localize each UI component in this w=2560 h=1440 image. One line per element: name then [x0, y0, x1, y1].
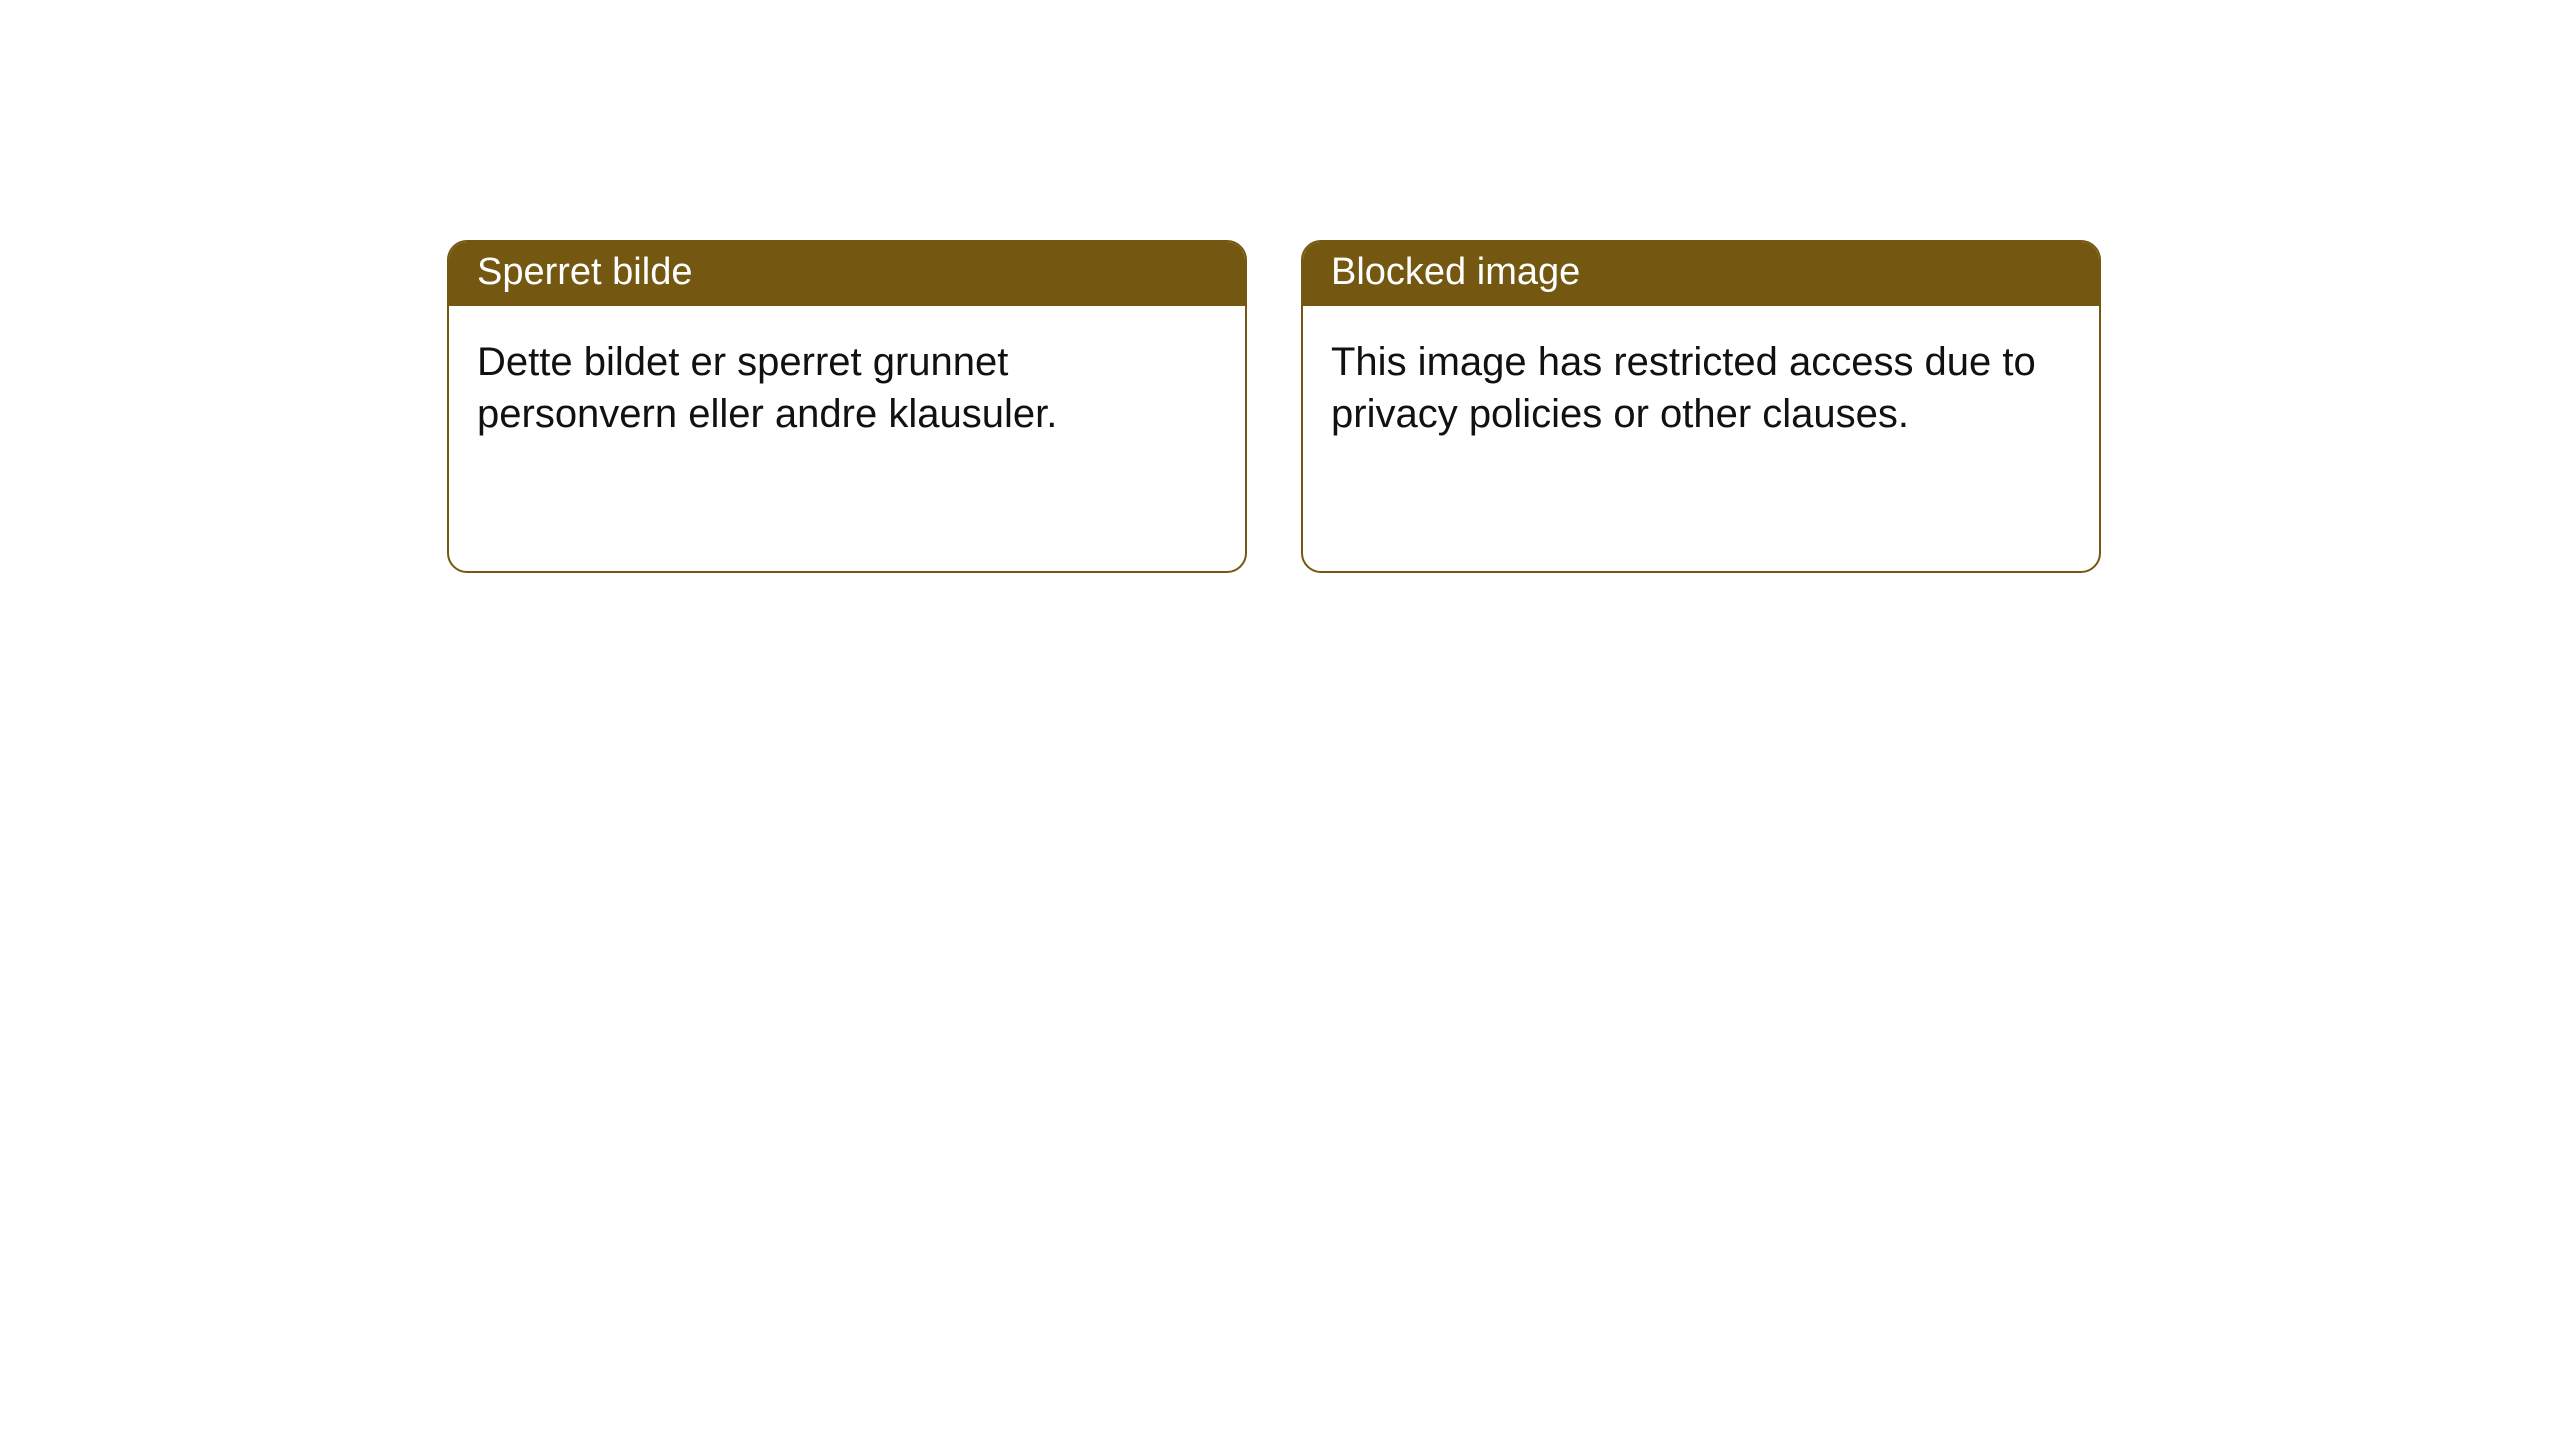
- notice-card-english: Blocked image This image has restricted …: [1301, 240, 2101, 573]
- notice-title-english: Blocked image: [1303, 242, 2099, 306]
- notice-body-english: This image has restricted access due to …: [1303, 306, 2099, 440]
- notice-title-norwegian: Sperret bilde: [449, 242, 1245, 306]
- notice-card-norwegian: Sperret bilde Dette bildet er sperret gr…: [447, 240, 1247, 573]
- notice-container: Sperret bilde Dette bildet er sperret gr…: [0, 0, 2560, 573]
- notice-body-norwegian: Dette bildet er sperret grunnet personve…: [449, 306, 1245, 440]
